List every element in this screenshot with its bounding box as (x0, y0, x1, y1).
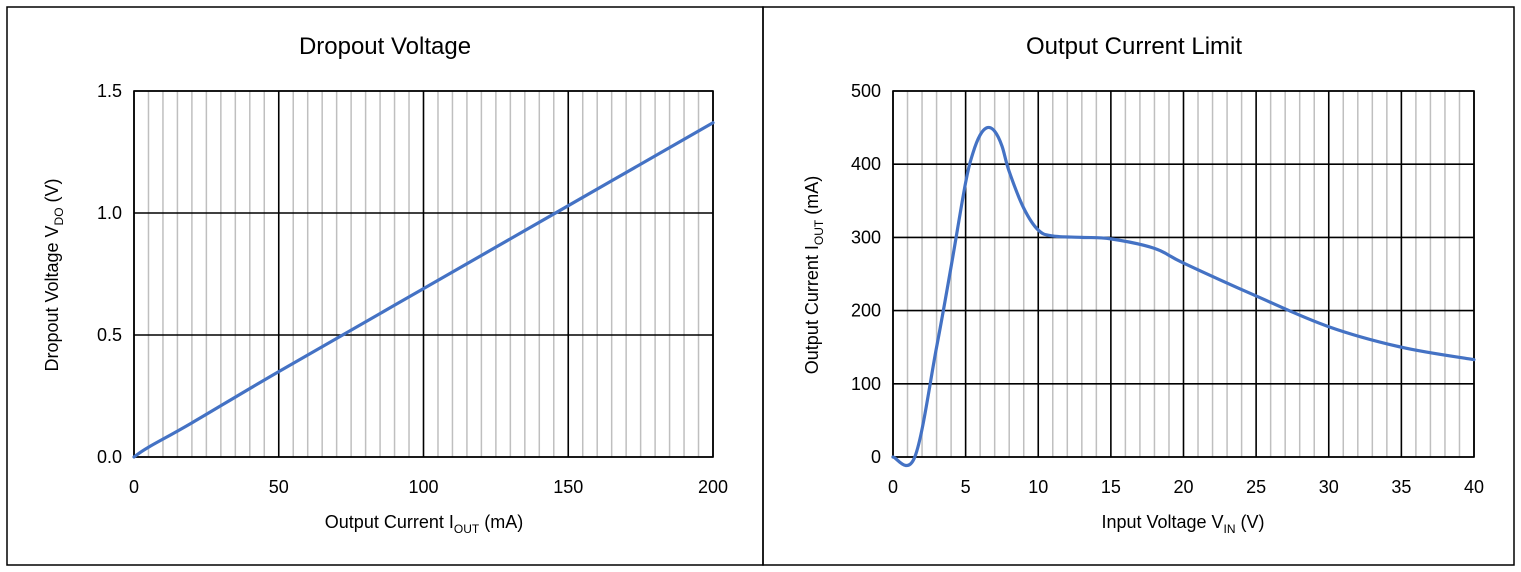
y-tick-label: 200 (851, 301, 881, 321)
tick-labels: 0 50 100 150 200 0.0 0.5 1.0 1.5 (97, 81, 728, 497)
series-line (132, 121, 715, 459)
y-tick-label: 1.5 (97, 81, 122, 101)
x-tick-label: 150 (553, 477, 583, 497)
y-tick-label: 0.0 (97, 447, 122, 467)
minor-grid (147, 91, 700, 457)
x-tick-label: 100 (408, 477, 438, 497)
x-tick-label: 0 (888, 477, 898, 497)
y-tick-label: 100 (851, 374, 881, 394)
right-panel-frame (762, 6, 1515, 566)
y-tick-label: 0 (871, 447, 881, 467)
x-tick-label: 20 (1173, 477, 1193, 497)
x-tick-label: 15 (1101, 477, 1121, 497)
series-line (891, 125, 1476, 468)
series-lines (132, 121, 715, 459)
plot-area-border (892, 90, 1475, 458)
x-tick-label: 30 (1319, 477, 1339, 497)
x-tick-label: 35 (1391, 477, 1411, 497)
y-tick-label: 500 (851, 81, 881, 101)
y-axis-label: Dropout Voltage VDO (V) (42, 178, 66, 371)
dropout-voltage-chart: Dropout Voltage 0 50 100 150 200 0.0 0.5 1.0 1.5… (42, 33, 728, 536)
major-grid (133, 90, 714, 458)
x-tick-label: 0 (129, 477, 139, 497)
y-tick-label: 1.0 (97, 203, 122, 223)
x-axis-label: Output Current IOUT (mA) (325, 512, 523, 536)
x-tick-label: 10 (1028, 477, 1048, 497)
minor-grid (906, 91, 1461, 457)
y-tick-label: 300 (851, 227, 881, 247)
series-lines (891, 125, 1476, 468)
x-tick-label: 5 (961, 477, 971, 497)
x-tick-label: 50 (269, 477, 289, 497)
x-axis-label: Input Voltage VIN (V) (1101, 512, 1264, 536)
x-tick-label: 40 (1464, 477, 1484, 497)
x-tick-label: 200 (698, 477, 728, 497)
plot-area-border (133, 90, 714, 458)
output-current-limit-chart: Output Current Limit 0 5 10 15 20 25 30 35 40010… (802, 33, 1484, 536)
y-axis-label: Output Current IOUT (mA) (802, 176, 826, 374)
x-tick-label: 25 (1246, 477, 1266, 497)
y-tick-label: 400 (851, 154, 881, 174)
y-tick-label: 0.5 (97, 325, 122, 345)
chart-title: Output Current Limit (1026, 33, 1242, 60)
chart-title: Dropout Voltage (299, 33, 471, 60)
major-grid (892, 90, 1475, 458)
